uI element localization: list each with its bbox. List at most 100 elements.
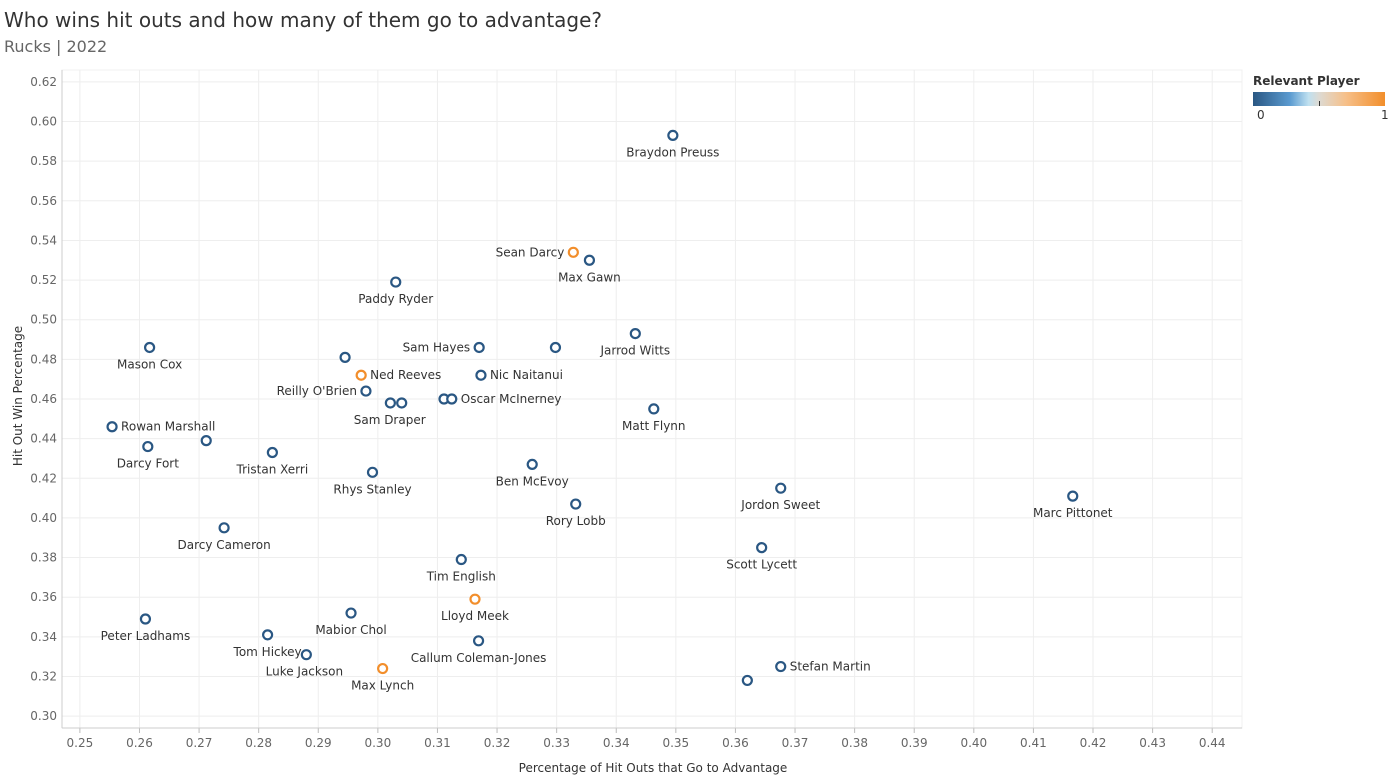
data-point[interactable] [300,649,312,661]
x-tick-label: 0.41 [1020,736,1047,750]
data-point[interactable] [455,553,467,566]
data-point[interactable] [384,397,396,409]
point-label: Sam Draper [354,413,426,427]
point-label: Stefan Martin [790,660,871,674]
y-tick-label: 0.54 [30,233,57,247]
x-tick-label: 0.43 [1139,736,1166,750]
y-tick-label: 0.50 [30,313,57,327]
data-point[interactable] [648,403,660,415]
point-label: Lloyd Meek [441,609,509,623]
point-label: Tim English [426,570,496,584]
data-point[interactable] [567,246,579,258]
data-point[interactable] [144,341,156,354]
x-tick-label: 0.26 [126,736,153,750]
point-label: Max Lynch [351,679,414,693]
x-tick-label: 0.35 [662,736,689,750]
y-tick-label: 0.52 [30,273,57,287]
x-tick-label: 0.31 [424,736,451,750]
point-label: Braydon Preuss [626,145,719,159]
x-gridlines [61,69,1243,733]
data-point[interactable] [446,393,458,405]
data-point[interactable] [360,385,372,397]
data-point[interactable] [139,613,152,625]
data-point[interactable] [355,369,367,381]
y-axis-label: Hit Out Win Percentage [11,326,25,466]
y-tick-label: 0.38 [30,551,57,565]
x-tick-label: 0.33 [543,736,570,750]
x-tick-label: 0.34 [603,736,630,750]
point-label: Ned Reeves [370,368,441,382]
y-tick-label: 0.40 [30,511,57,525]
point-label: Jarrod Witts [599,344,670,358]
point-label: Rowan Marshall [121,420,215,434]
data-point[interactable] [142,440,154,453]
data-point[interactable] [775,660,787,673]
data-point[interactable] [218,522,230,534]
data-point[interactable] [390,276,402,288]
data-point[interactable] [741,674,753,687]
point-label: Luke Jackson [266,665,343,679]
data-point[interactable] [526,458,538,471]
legend-min-label: 0 [1257,108,1265,122]
point-label: Marc Pittonet [1033,506,1113,520]
point-label: Rhys Stanley [333,482,411,496]
point-label: Oscar McInerney [461,392,562,406]
point-label: Matt Flynn [622,419,685,433]
x-tick-label: 0.27 [186,736,213,750]
point-label: Scott Lycett [726,558,797,572]
data-point[interactable] [756,542,768,554]
legend-title: Relevant Player [1253,74,1360,88]
x-tick-label: 0.30 [364,736,391,750]
data-point[interactable] [549,341,562,354]
y-tick-label: 0.60 [30,115,57,129]
data-point[interactable] [345,607,357,619]
x-tick-label: 0.42 [1080,736,1107,750]
point-label: Sean Darcy [496,245,565,259]
data-point[interactable] [469,593,481,605]
point-label: Darcy Fort [117,457,180,471]
data-point[interactable] [106,421,118,433]
data-point[interactable] [629,327,641,340]
data-point[interactable] [570,498,582,510]
data-point[interactable] [775,482,787,494]
point-label: Reilly O'Brien [277,384,357,398]
data-point[interactable] [266,446,278,459]
data-point[interactable] [472,635,485,647]
x-tick-labels: 0.25 0.26 0.27 0.28 0.29 0.30 0.31 0.32 0.33 0.34… [67,736,1226,750]
point-label: Tom Hickey [233,645,302,659]
point-label: Max Gawn [558,270,621,284]
point-label: Mabior Chol [315,623,386,637]
y-tick-labels: 0.30 0.32 0.34 0.36 0.38 0.40 0.42 0.44 0.46 0.48… [30,75,57,723]
y-tick-label: 0.56 [30,194,57,208]
y-gridlines [61,70,1242,728]
x-tick-label: 0.25 [67,736,94,750]
data-point[interactable] [667,129,679,142]
data-point[interactable] [1067,490,1079,502]
data-point[interactable] [339,351,351,363]
point-label: Paddy Ryder [358,292,433,306]
chart-subtitle: Rucks | 2022 [4,37,108,56]
y-tick-label: 0.48 [30,352,57,366]
data-point[interactable] [262,629,274,641]
data-point[interactable] [396,397,408,409]
point-label: Rory Lobb [546,514,606,528]
data-point[interactable] [475,369,487,381]
point-label: Tristan Xerri [236,463,309,477]
data-point[interactable] [473,341,485,354]
point-label: Nic Naitanui [490,368,563,382]
legend-ticks: 0 1 [1253,106,1389,122]
y-tick-label: 0.30 [30,709,57,723]
point-label: Ben McEvoy [496,474,569,488]
x-tick-label: 0.32 [484,736,511,750]
x-tick-label: 0.40 [960,736,987,750]
data-point[interactable] [583,254,596,266]
data-point[interactable] [366,466,379,478]
y-tick-label: 0.58 [30,154,57,168]
y-tick-label: 0.46 [30,392,57,406]
color-legend: Relevant Player 0 1 [1253,74,1389,122]
data-point[interactable] [377,662,389,675]
x-tick-label: 0.44 [1199,736,1226,750]
data-point[interactable] [200,435,212,447]
chart-title: Who wins hit outs and how many of them g… [4,8,603,32]
